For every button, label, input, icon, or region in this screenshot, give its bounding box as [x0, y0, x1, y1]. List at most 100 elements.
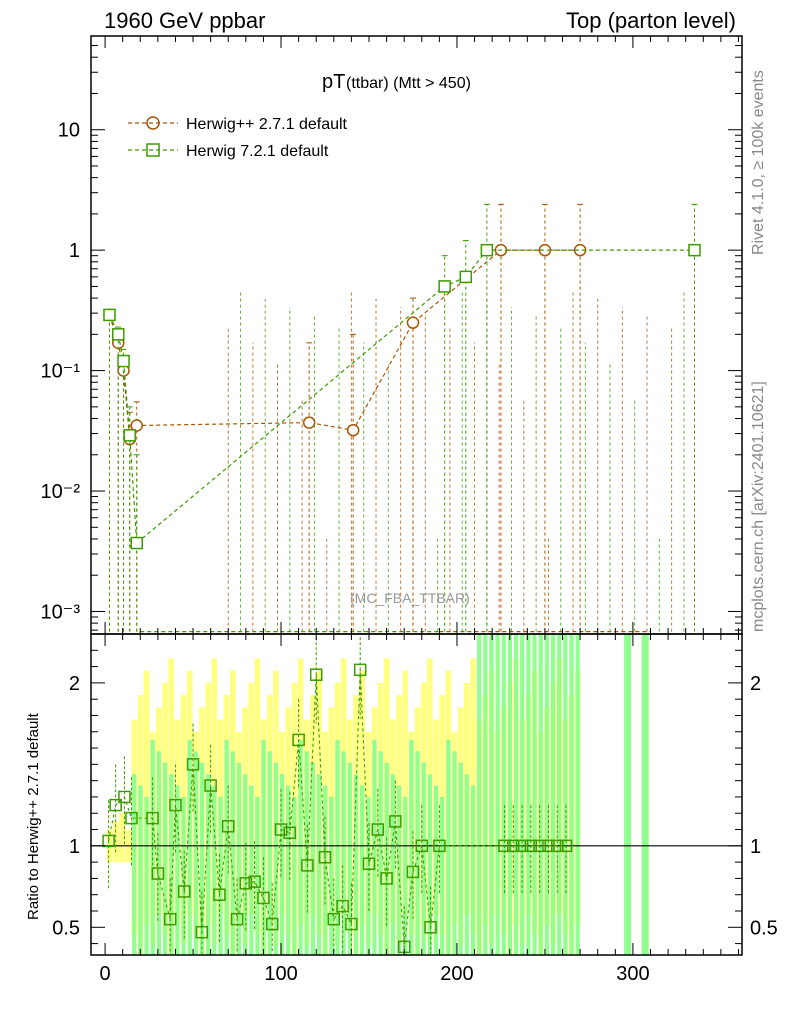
ratio-point [345, 917, 358, 931]
band-green [544, 634, 549, 955]
chart-title-sub: (ttbar) (Mtt > 450) [346, 75, 471, 92]
ratio-point [406, 865, 420, 879]
data-point-herwig7 [688, 243, 701, 257]
band-green [403, 796, 408, 955]
band-green [243, 774, 248, 955]
ratio-point [559, 839, 573, 853]
band-green [470, 785, 476, 955]
ratio-point [380, 872, 393, 885]
band-green [181, 796, 186, 955]
ratio-point [221, 820, 235, 833]
band-green [396, 785, 402, 955]
band-green [501, 634, 506, 955]
band-green [286, 785, 291, 955]
band-green [563, 634, 568, 955]
ratio-point [151, 867, 165, 880]
ratio-point [169, 798, 182, 812]
ratio-point [102, 834, 115, 848]
ratio-point [533, 839, 546, 853]
band-green [162, 762, 168, 955]
band-green [520, 634, 525, 955]
ratio-point [507, 839, 520, 853]
legend-label-herwig7: Herwig 7.2.1 default [186, 143, 329, 160]
x-tick-label: 200 [440, 963, 473, 985]
band-green [230, 751, 235, 955]
band-green [390, 774, 396, 955]
tick-layer: 0 100 200 300 10 1 10⁻¹ 10⁻² 10⁻³ 0.5 0.5 1 1 2 2 [41, 35, 778, 985]
band-green [477, 634, 482, 955]
series-line-1 [108, 249, 695, 545]
band-green [366, 796, 371, 955]
ratio-line [108, 669, 567, 947]
legend-marker-herwig7 [146, 143, 160, 157]
band-green [440, 796, 445, 955]
band-green [641, 634, 649, 955]
ratio-point [178, 885, 191, 898]
band-green [526, 634, 531, 955]
ratio-point [163, 912, 177, 926]
legend-marker-herwigpp [146, 116, 160, 130]
ratio-point [318, 850, 332, 864]
data-point-herwig7 [117, 354, 130, 368]
band-green [144, 796, 149, 955]
ratio-point [118, 790, 131, 804]
band-green [267, 751, 272, 955]
ratio-point [415, 839, 429, 853]
band-green [273, 762, 279, 955]
band-green [156, 751, 162, 955]
band-yellow [402, 670, 409, 915]
ratio-tick-label-right: 1 [750, 836, 761, 858]
ratio-point [551, 839, 564, 853]
rivet-version-label: Rivet 4.1.0, ≥ 100k events [750, 70, 767, 255]
band-green [458, 762, 463, 955]
band-green [329, 796, 334, 955]
data-point-herwigpp [302, 416, 316, 429]
data-point-herwig7 [130, 536, 143, 550]
data-point-herwigpp [130, 419, 143, 432]
ratio-point [433, 839, 446, 853]
ratio-point [283, 826, 297, 840]
data-point-herwig7 [438, 280, 451, 293]
band-yellow [119, 813, 125, 863]
legend: Herwig++ 2.7.1 default Herwig 7.2.1 defa… [128, 116, 348, 160]
band-green [495, 634, 500, 955]
band-green [212, 785, 217, 955]
data-point-herwigpp [406, 316, 420, 329]
series-line-0 [108, 249, 581, 442]
ratio-point [265, 917, 279, 931]
watermark: (MC_FBA_TTBAR) [350, 590, 470, 606]
band-green [335, 739, 340, 955]
ratio-point [371, 823, 385, 836]
ratio-point [424, 921, 437, 934]
x-tick-label: 0 [100, 963, 111, 985]
ratio-point [515, 839, 529, 853]
band-green [132, 774, 137, 955]
y-tick-label: 10⁻³ [41, 601, 81, 623]
band-green [557, 634, 562, 955]
ratio-point [389, 815, 402, 828]
uncertainty-bands [106, 634, 649, 955]
band-green [224, 739, 229, 955]
band-green [452, 751, 457, 955]
band-green [175, 785, 180, 955]
band-green [550, 634, 556, 955]
data-point-herwig7 [459, 270, 473, 284]
x-tick-label: 100 [264, 963, 297, 985]
band-green [483, 634, 488, 955]
band-green [323, 785, 328, 955]
data-point-herwig7 [103, 308, 116, 322]
band-green [464, 774, 469, 955]
ratio-point [362, 857, 376, 871]
data-point-herwig7 [112, 328, 125, 341]
ratio-y-label: Ratio to Herwig++ 2.7.1 default [25, 712, 42, 920]
data-point-herwig7 [480, 243, 494, 257]
ratio-point [109, 798, 122, 812]
band-green [421, 762, 426, 955]
band-green [341, 751, 346, 955]
ratio-tick-label: 1 [69, 836, 80, 858]
ratio-point [309, 668, 323, 681]
ratio-point [248, 875, 261, 888]
band-green [489, 634, 494, 955]
band-green [409, 739, 414, 955]
ratio-point [125, 811, 138, 825]
